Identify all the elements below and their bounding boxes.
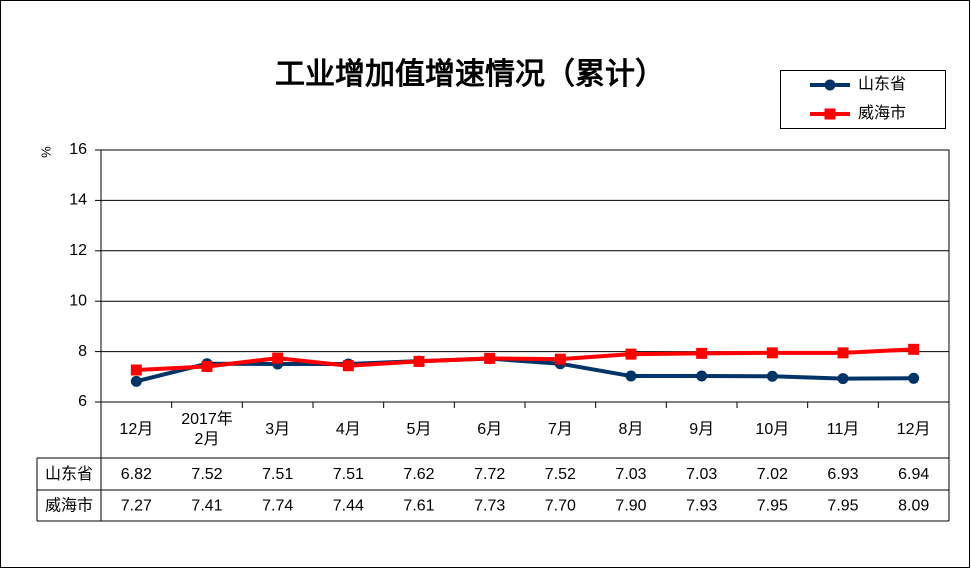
data-label: 7.51	[262, 466, 293, 483]
y-tick-label: 6	[78, 393, 87, 410]
marker	[272, 352, 284, 364]
marker	[130, 364, 142, 376]
x-tick-label: 2017年 2月	[181, 410, 233, 448]
x-tick-label: 8月	[619, 421, 644, 438]
y-tick-label: 14	[69, 192, 87, 209]
data-label: 7.72	[474, 466, 505, 483]
table-row-label: 威海市	[45, 497, 93, 515]
data-label: 7.03	[686, 466, 717, 483]
data-label: 7.27	[121, 498, 152, 515]
table-row-label: 山东省	[45, 465, 93, 483]
data-label: 7.41	[191, 498, 222, 515]
data-label: 7.93	[686, 498, 717, 515]
marker	[837, 373, 849, 385]
data-label: 7.52	[191, 466, 222, 483]
data-label: 7.73	[474, 498, 505, 515]
x-tick-label: 9月	[689, 421, 714, 438]
y-tick-label: 12	[69, 242, 87, 259]
x-tick-label: 5月	[407, 421, 432, 438]
x-tick-label: 7月	[548, 421, 573, 438]
marker	[625, 348, 637, 360]
x-tick-label: 12月	[119, 421, 153, 438]
data-label: 7.70	[545, 498, 576, 515]
marker	[484, 352, 496, 364]
marker	[824, 79, 836, 91]
marker	[413, 355, 425, 367]
legend-box	[780, 70, 946, 129]
marker	[908, 343, 920, 355]
x-tick-label: 4月	[336, 421, 361, 438]
data-label: 7.44	[333, 498, 364, 515]
series-line	[135, 356, 914, 384]
data-label: 6.82	[121, 466, 152, 483]
x-tick-label: 10月	[755, 421, 789, 438]
y-tick-label: 10	[69, 292, 87, 309]
data-label: 7.95	[827, 498, 858, 515]
data-label: 7.03	[615, 466, 646, 483]
chart-title: 工业增加值增速情况（累计）	[275, 57, 665, 92]
data-label: 7.62	[403, 466, 434, 483]
data-label: 7.02	[757, 466, 788, 483]
data-label: 8.09	[898, 498, 929, 515]
data-label: 7.61	[403, 498, 434, 515]
data-label: 7.90	[615, 498, 646, 515]
legend-label: 山东省	[858, 75, 906, 93]
marker	[766, 347, 778, 359]
marker	[554, 353, 566, 365]
data-label: 7.52	[545, 466, 576, 483]
data-label: 7.95	[757, 498, 788, 515]
marker	[696, 347, 708, 359]
marker	[130, 375, 142, 387]
x-tick-label: 12月	[897, 421, 931, 438]
marker	[824, 108, 836, 120]
y-axis-label: %	[39, 146, 54, 158]
series-line	[136, 347, 914, 372]
y-tick-label: 8	[78, 343, 87, 360]
marker	[696, 370, 708, 382]
x-tick-label: 11月	[827, 421, 860, 438]
x-tick-label: 3月	[265, 421, 290, 438]
marker	[766, 370, 778, 382]
marker	[201, 360, 213, 372]
legend-label: 威海市	[858, 104, 906, 122]
marker	[837, 347, 849, 359]
data-label: 7.51	[333, 466, 364, 483]
x-tick-label: 6月	[477, 421, 502, 438]
data-label: 7.74	[262, 498, 293, 515]
marker	[625, 370, 637, 382]
marker	[342, 360, 354, 372]
y-tick-label: 16	[69, 141, 87, 158]
data-label: 6.93	[827, 466, 858, 483]
data-label: 6.94	[898, 466, 929, 483]
marker	[908, 372, 920, 384]
